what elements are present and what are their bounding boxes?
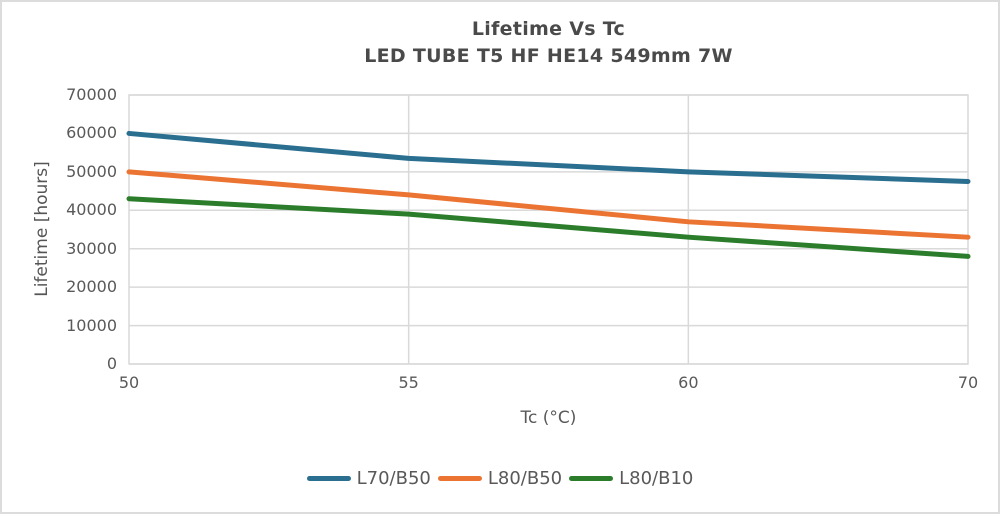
- y-tick-label: 70000: [66, 85, 117, 104]
- legend-item-l70-b50: L70/B50: [306, 468, 431, 489]
- legend-label-l80-b10: L80/B10: [619, 468, 694, 489]
- y-tick-label: 40000: [66, 200, 117, 220]
- y-tick-label: 60000: [66, 123, 117, 143]
- plot-frame: [128, 94, 969, 365]
- legend-swatch-l80-b10: [569, 476, 614, 481]
- y-tick-label: 30000: [66, 238, 117, 258]
- legend-swatch-l80-b50: [437, 476, 482, 481]
- legend-item-l80-b10: L80/B10: [569, 468, 693, 489]
- legend: L70/B50 L80/B50 L80/B10: [2, 468, 998, 489]
- legend-swatch-l70-b50: [306, 476, 351, 481]
- chart-title-block: Lifetime Vs Tc LED TUBE T5 HF HE14 549mm…: [129, 16, 968, 70]
- x-tick-label: 50: [118, 373, 140, 392]
- y-tick-label: 50000: [66, 161, 117, 181]
- x-tick-label: 70: [957, 373, 979, 392]
- y-tick-label: 0: [106, 354, 117, 373]
- y-tick-label: 20000: [66, 277, 117, 297]
- x-tick-label: 60: [678, 373, 699, 392]
- series-line-l70-b50: [126, 130, 971, 184]
- legend-item-l80-b50: L80/B50: [437, 468, 563, 489]
- x-axis-label: Tc (°C): [520, 408, 577, 428]
- legend-label-l70-b50: L70/B50: [356, 468, 431, 489]
- y-tick-label: 10000: [66, 315, 117, 335]
- series-line-l80-b50: [126, 169, 971, 240]
- legend-label-l80-b50: L80/B50: [487, 468, 563, 489]
- x-tick-label: 55: [398, 373, 419, 392]
- chart-title: Lifetime Vs Tc: [471, 18, 626, 40]
- series-line-l80-b10: [126, 196, 971, 259]
- chart-subtitle: LED TUBE T5 HF HE14 549mm 7W: [364, 45, 733, 67]
